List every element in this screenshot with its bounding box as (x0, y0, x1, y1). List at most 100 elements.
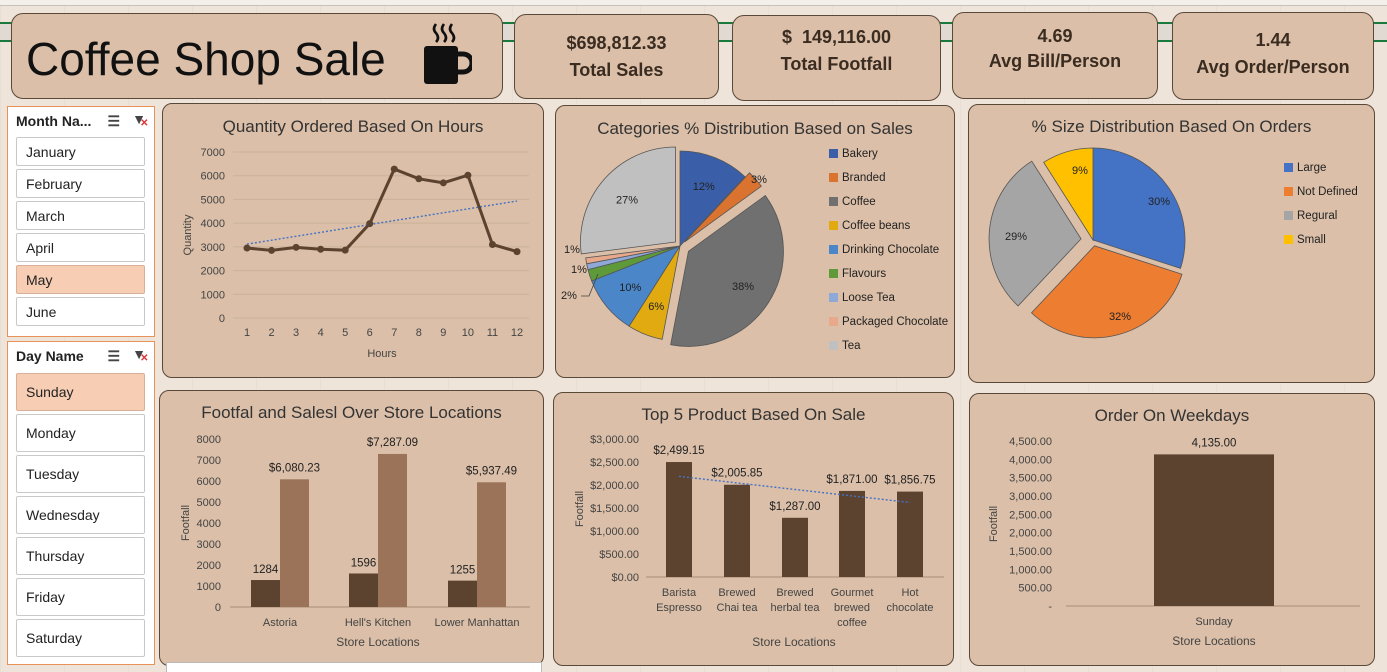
data-label: $1,871.00 (826, 474, 877, 486)
day-slicer-item[interactable]: Monday (16, 414, 145, 452)
kpi-value: $698,812.33 (566, 33, 667, 53)
data-point (464, 171, 472, 179)
slice-label: 3% (751, 174, 767, 186)
y-tick-label: $0.00 (611, 572, 639, 584)
x-axis-title: Store Locations (1172, 634, 1255, 648)
data-label: 1255 (450, 565, 476, 577)
slice-label: 1% (571, 264, 587, 276)
x-tick-label: Espresso (656, 602, 702, 614)
x-tick-label: Chai tea (717, 602, 759, 614)
y-tick-label: - (1048, 601, 1052, 613)
legend-label: Coffee beans (842, 220, 910, 232)
categories-chart-panel[interactable]: Categories % Distribution Based on Sales… (555, 105, 955, 378)
chart-title: % Size Distribution Based On Orders (1031, 117, 1312, 136)
legend-label: Branded (842, 172, 885, 184)
pie-slice (1030, 245, 1183, 339)
day-slicer-title: Day Name (16, 348, 84, 364)
store-chart-panel[interactable]: Footfal and Salesl Over Store Locations … (159, 390, 544, 666)
data-label: $5,937.49 (466, 465, 517, 477)
legend-label: Bakery (842, 148, 878, 160)
x-tick-label: Hell's Kitchen (345, 617, 411, 629)
clear-filter-icon[interactable]: ▼ ✕ (132, 111, 149, 129)
products-chart-panel[interactable]: Top 5 Product Based On Sale $0.00 $500.00… (553, 392, 954, 666)
bar-footfall (448, 580, 477, 607)
x-tick-label: 6 (367, 327, 373, 339)
data-point (488, 240, 496, 248)
x-tick-label: 8 (416, 327, 422, 339)
hours-chart-panel[interactable]: Quantity Ordered Based On Hours 0 1000 200… (162, 103, 544, 378)
legend-swatch (829, 269, 838, 278)
data-point (513, 248, 521, 256)
legend-label: Regural (1297, 210, 1337, 222)
y-tick-label: $500.00 (599, 549, 639, 561)
y-tick-label: 3000 (201, 242, 225, 254)
y-tick-label: 2,500.00 (1009, 509, 1052, 521)
clear-filter-icon[interactable]: ▼ ✕ (132, 346, 149, 364)
multi-select-icon[interactable]: ☰ (107, 113, 120, 129)
legend-label: Loose Tea (842, 292, 895, 304)
month-slicer-item[interactable]: June (16, 297, 145, 326)
y-tick-label: 4,000.00 (1009, 454, 1052, 466)
month-slicer-item[interactable]: January (16, 137, 145, 166)
bar-sales (477, 482, 506, 607)
y-tick-label: $1,500.00 (590, 503, 639, 515)
slice-label: 30% (1148, 196, 1170, 208)
pie-slice (580, 146, 676, 255)
x-tick-label: 11 (487, 327, 498, 339)
coffee-cup-icon (424, 23, 472, 84)
slice-label: 2% (561, 290, 577, 302)
data-point (439, 179, 447, 187)
month-slicer[interactable]: Month Na... ☰ ▼ ✕ January February March … (7, 106, 155, 337)
y-tick-label: 6000 (201, 171, 225, 183)
day-slicer-item[interactable]: Tuesday (16, 455, 145, 493)
legend-swatch (829, 149, 838, 158)
legend-swatch (829, 173, 838, 182)
weekdays-chart-panel[interactable]: Order On Weekdays - 500.00 1,000.00 1,500.0… (969, 393, 1375, 666)
slice-label: 1% (564, 244, 580, 256)
x-tick-label: 5 (342, 327, 348, 339)
x-tick-label: 3 (293, 327, 299, 339)
x-tick-label: 7 (391, 327, 397, 339)
y-tick-label: $1,000.00 (590, 526, 639, 538)
day-slicer-item[interactable]: Thursday (16, 537, 145, 575)
x-tick-label: chocolate (886, 602, 933, 614)
legend-swatch (829, 293, 838, 302)
y-tick-label: 0 (219, 313, 225, 325)
data-label: $7,287.09 (367, 437, 418, 449)
x-axis-title: Store Locations (336, 635, 419, 649)
products-bar-chart: $0.00 $500.00 $1,000.00 $1,500.00 $2,000.00 $… (574, 434, 944, 649)
kpi-value: $ 149,116.00 (781, 27, 892, 47)
data-label: $1,856.75 (884, 475, 935, 487)
month-slicer-item[interactable]: April (16, 233, 145, 262)
day-slicer[interactable]: Day Name ☰ ▼ ✕ Sunday Monday Tuesday Wedn… (7, 341, 155, 665)
day-slicer-item[interactable]: Saturday (16, 619, 145, 657)
y-tick-label: 2000 (197, 560, 221, 572)
bar-sales (280, 479, 309, 607)
y-tick-label: $3,000.00 (590, 434, 639, 446)
month-slicer-header: Month Na... ☰ ▼ ✕ (8, 107, 154, 135)
slice-label: 10% (619, 282, 641, 294)
y-tick-label: $2,000.00 (590, 480, 639, 492)
legend-swatch (829, 197, 838, 206)
x-tick-label: Gourmet (831, 587, 874, 599)
chart-title: Quantity Ordered Based On Hours (222, 117, 484, 136)
size-chart-panel[interactable]: % Size Distribution Based On Orders 30% 3… (968, 104, 1375, 383)
multi-select-icon[interactable]: ☰ (107, 348, 120, 364)
x-tick-label: Astoria (263, 617, 298, 629)
slice-label: 27% (616, 194, 638, 206)
y-tick-label: 5000 (197, 497, 221, 509)
categories-pie-chart: 12% 3% 38% 6% 10% 2% 1% 1% 27% Bakery Branded Coffe… (561, 146, 948, 352)
month-slicer-item[interactable]: February (16, 169, 145, 198)
bar (782, 517, 808, 577)
day-slicer-item[interactable]: Friday (16, 578, 145, 616)
x-tick-label: 1 (244, 327, 250, 339)
month-slicer-item[interactable]: March (16, 201, 145, 230)
kpi-value: 4.69 (1037, 26, 1073, 46)
month-slicer-item-selected[interactable]: May (16, 265, 145, 294)
chart-title: Order On Weekdays (1094, 406, 1250, 425)
chart-title: Top 5 Product Based On Sale (641, 405, 866, 424)
day-slicer-item[interactable]: Wednesday (16, 496, 145, 534)
y-tick-label: 4,500.00 (1009, 436, 1052, 448)
pie-slice (585, 245, 681, 265)
day-slicer-item-selected[interactable]: Sunday (16, 373, 145, 411)
